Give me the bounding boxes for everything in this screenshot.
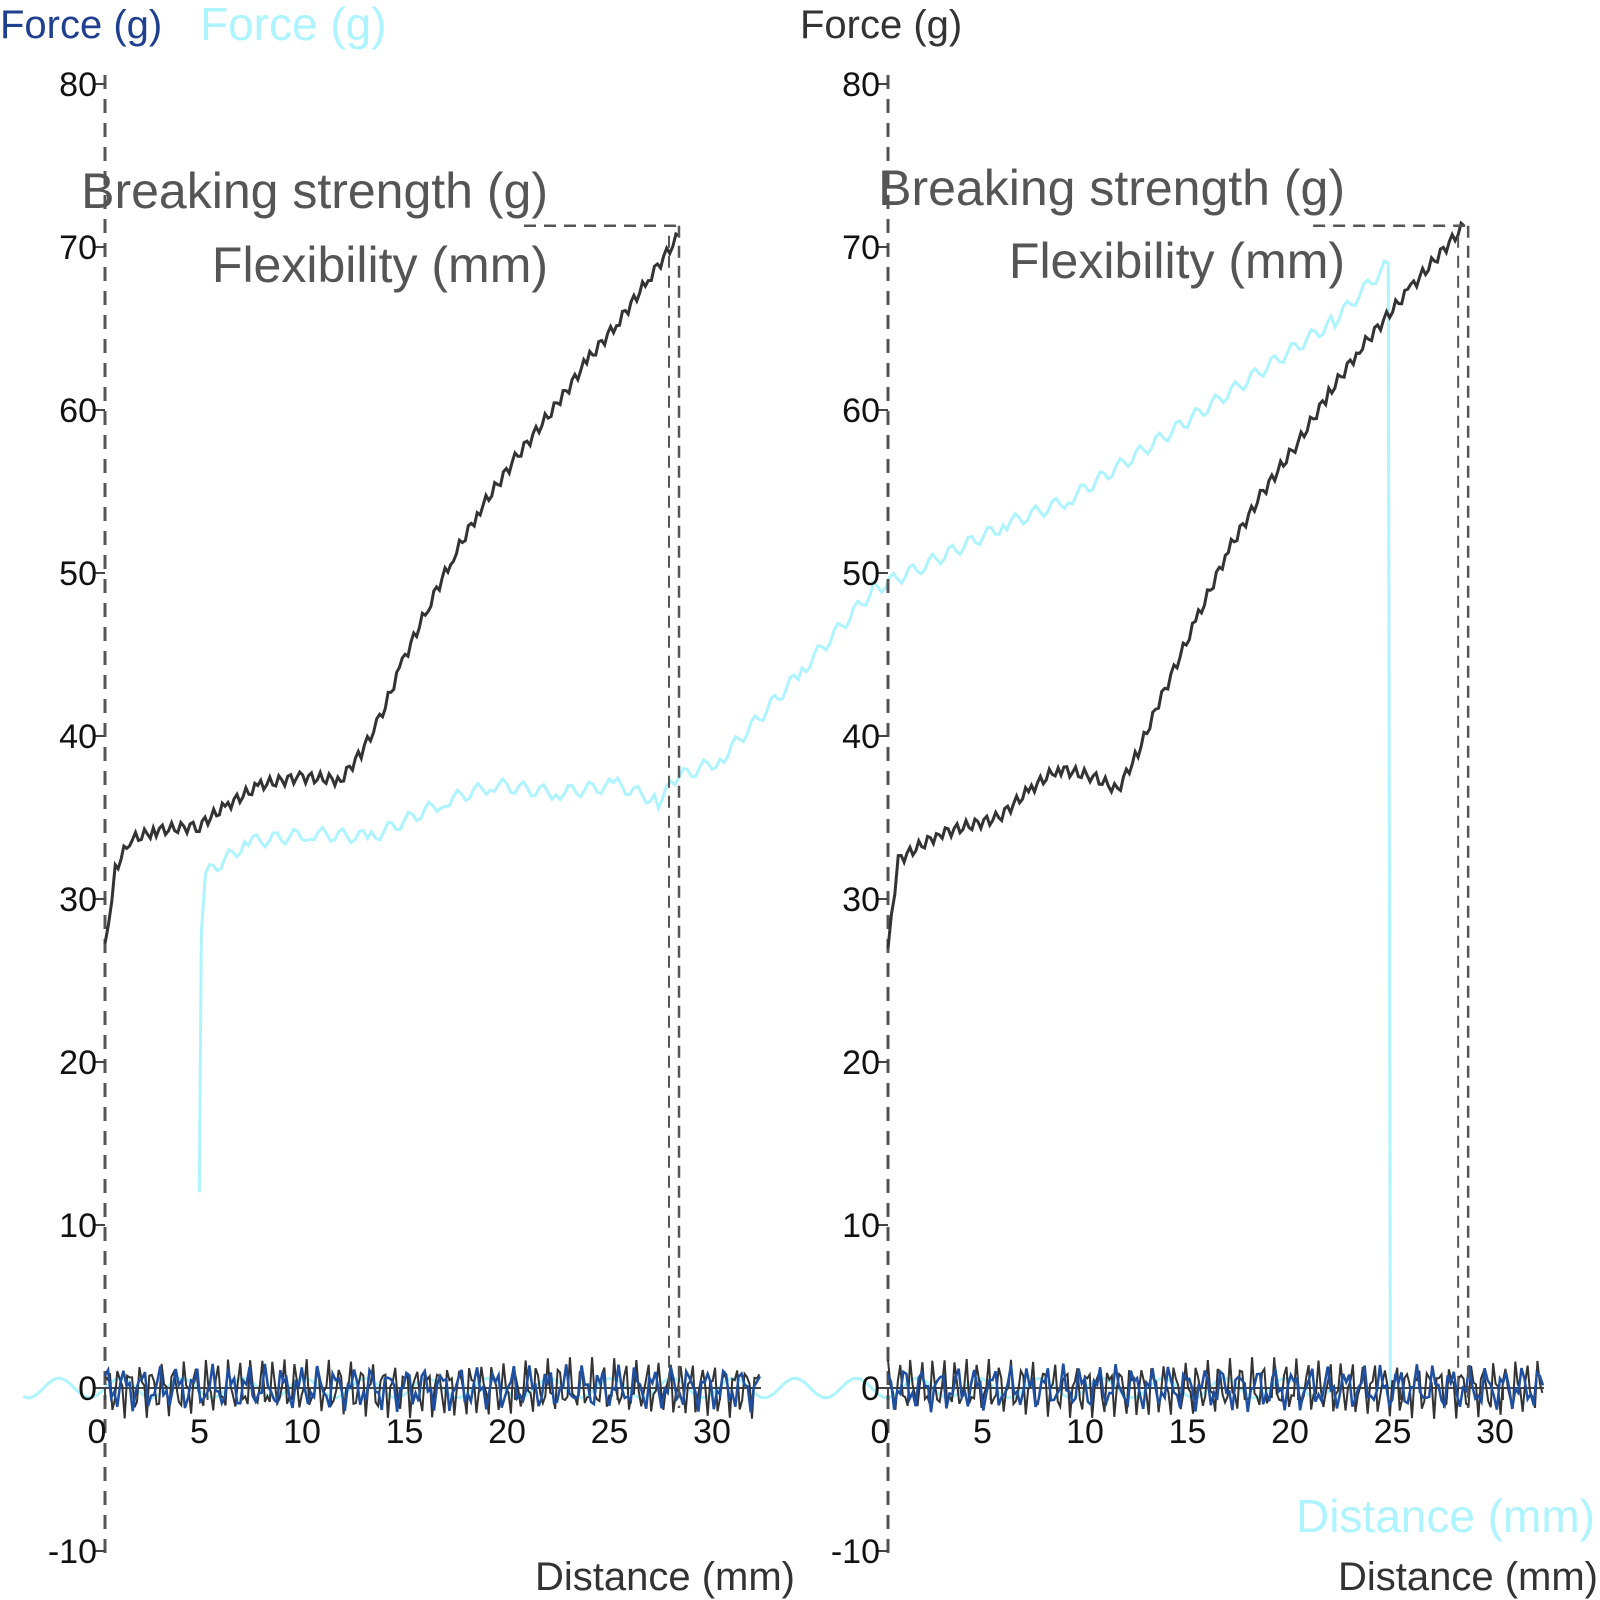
- x-tick-label: 30: [693, 1413, 731, 1451]
- left-y-axis-label: Force (g): [0, 3, 162, 47]
- y-tick-label: -10: [831, 1533, 880, 1571]
- y-tick-label: 70: [842, 229, 880, 267]
- y-tick-label: 50: [842, 555, 880, 593]
- overlay-x-axis-label: Distance (mm): [1296, 1490, 1595, 1542]
- x-tick-label: 15: [1169, 1413, 1207, 1451]
- x-tick-label: 25: [591, 1413, 629, 1451]
- y-tick-label: 20: [842, 1044, 880, 1082]
- x-tick-label: 10: [1066, 1413, 1104, 1451]
- y-tick-label: 80: [59, 66, 97, 104]
- y-tick-label: -10: [48, 1533, 97, 1571]
- right-breaking-strength-label: Breaking strength (g): [878, 160, 1345, 216]
- y-tick-label: 60: [59, 392, 97, 430]
- blue-baseline-line: [103, 1363, 762, 1413]
- y-tick-label: 80: [842, 66, 880, 104]
- x-tick-label: 20: [488, 1413, 526, 1451]
- x-tick-label: 10: [283, 1413, 321, 1451]
- overlay-y-axis-label: Force (g): [200, 0, 387, 50]
- y-tick-label: 40: [842, 718, 880, 756]
- x-tick-label: 15: [386, 1413, 424, 1451]
- left-x-axis-label: Distance (mm): [535, 1555, 795, 1599]
- left-breaking-strength-label: Breaking strength (g): [81, 163, 548, 219]
- force-curve-line: [103, 231, 680, 944]
- y-tick-label: 60: [842, 392, 880, 430]
- y-tick-label: 30: [842, 881, 880, 919]
- x-tick-label: 30: [1476, 1413, 1514, 1451]
- y-tick-label: 40: [59, 718, 97, 756]
- force-curve-line: [886, 220, 1466, 949]
- x-tick-label: 0: [871, 1413, 890, 1451]
- right-y-axis-label: Force (g): [800, 3, 962, 47]
- y-tick-label: 10: [59, 1207, 97, 1245]
- x-tick-label: 5: [190, 1413, 209, 1451]
- x-tick-label: 5: [973, 1413, 992, 1451]
- overlay-force-curve-line: [197, 258, 1392, 1389]
- right-x-axis-label: Distance (mm): [1338, 1555, 1598, 1599]
- right-flexibility-label: Flexibility (mm): [1009, 233, 1345, 289]
- overlay-chart: [22, 258, 1392, 1400]
- right-panel: 0 5 10 15 20 25 30 80 70 60 50 40 30 20 10 0 -10: [831, 66, 1545, 1571]
- y-tick-label: 0: [861, 1370, 880, 1408]
- y-tick-label: 30: [59, 881, 97, 919]
- x-tick-label: 0: [88, 1413, 107, 1451]
- left-flexibility-label: Flexibility (mm): [212, 237, 548, 293]
- blue-baseline-line: [886, 1363, 1545, 1413]
- y-tick-label: 0: [78, 1370, 97, 1408]
- y-tick-label: 50: [59, 555, 97, 593]
- y-tick-label: 20: [59, 1044, 97, 1082]
- baseline-noise-line: [104, 1357, 761, 1419]
- x-tick-label: 25: [1374, 1413, 1412, 1451]
- left-panel: 0 5 10 15 20 25 30 80 70 60 50 40 30 20 10 0 -10: [48, 66, 762, 1571]
- y-tick-label: 10: [842, 1207, 880, 1245]
- y-tick-label: 70: [59, 229, 97, 267]
- x-tick-label: 20: [1271, 1413, 1309, 1451]
